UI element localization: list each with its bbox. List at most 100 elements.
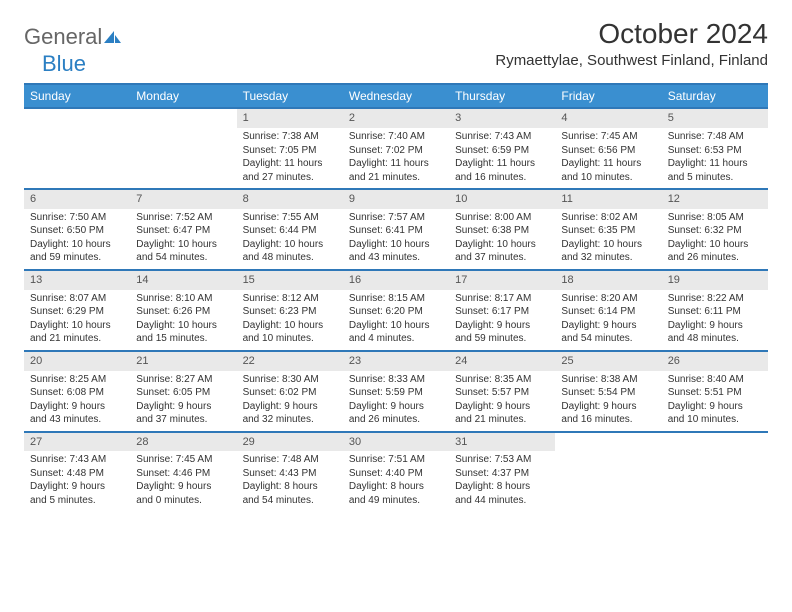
day-cell: 18Sunrise: 8:20 AMSunset: 6:14 PMDayligh… bbox=[555, 271, 661, 350]
day-number: 5 bbox=[662, 109, 768, 128]
day-number: 17 bbox=[449, 271, 555, 290]
day-cell: 28Sunrise: 7:45 AMSunset: 4:46 PMDayligh… bbox=[130, 433, 236, 512]
sunset-line: Sunset: 4:46 PM bbox=[136, 467, 230, 481]
daylight-line: Daylight: 11 hours and 16 minutes. bbox=[455, 157, 549, 184]
day-body: Sunrise: 8:12 AMSunset: 6:23 PMDaylight:… bbox=[237, 290, 343, 350]
day-body: Sunrise: 8:07 AMSunset: 6:29 PMDaylight:… bbox=[24, 290, 130, 350]
sunrise-line: Sunrise: 7:57 AM bbox=[349, 211, 443, 225]
daylight-line: Daylight: 9 hours and 54 minutes. bbox=[561, 319, 655, 346]
daylight-line: Daylight: 9 hours and 32 minutes. bbox=[243, 400, 337, 427]
sunrise-line: Sunrise: 8:00 AM bbox=[455, 211, 549, 225]
day-body: Sunrise: 7:45 AMSunset: 4:46 PMDaylight:… bbox=[130, 451, 236, 511]
day-number: 3 bbox=[449, 109, 555, 128]
day-number: 15 bbox=[237, 271, 343, 290]
sunrise-line: Sunrise: 8:10 AM bbox=[136, 292, 230, 306]
day-number: 27 bbox=[24, 433, 130, 452]
week-row: 27Sunrise: 7:43 AMSunset: 4:48 PMDayligh… bbox=[24, 431, 768, 512]
sunrise-line: Sunrise: 7:45 AM bbox=[561, 130, 655, 144]
day-cell: 0 bbox=[555, 433, 661, 512]
day-number: 30 bbox=[343, 433, 449, 452]
day-cell: 22Sunrise: 8:30 AMSunset: 6:02 PMDayligh… bbox=[237, 352, 343, 431]
day-body: Sunrise: 8:40 AMSunset: 5:51 PMDaylight:… bbox=[662, 371, 768, 431]
daylight-line: Daylight: 9 hours and 21 minutes. bbox=[455, 400, 549, 427]
title-block: October 2024 Rymaettylae, Southwest Finl… bbox=[495, 18, 768, 69]
sunset-line: Sunset: 5:59 PM bbox=[349, 386, 443, 400]
day-number: 20 bbox=[24, 352, 130, 371]
calendar-grid: SundayMondayTuesdayWednesdayThursdayFrid… bbox=[24, 83, 768, 511]
sunset-line: Sunset: 6:47 PM bbox=[136, 224, 230, 238]
day-body: Sunrise: 8:35 AMSunset: 5:57 PMDaylight:… bbox=[449, 371, 555, 431]
sunset-line: Sunset: 4:43 PM bbox=[243, 467, 337, 481]
day-cell: 14Sunrise: 8:10 AMSunset: 6:26 PMDayligh… bbox=[130, 271, 236, 350]
day-body: Sunrise: 7:43 AMSunset: 6:59 PMDaylight:… bbox=[449, 128, 555, 188]
day-cell: 26Sunrise: 8:40 AMSunset: 5:51 PMDayligh… bbox=[662, 352, 768, 431]
day-body: Sunrise: 8:30 AMSunset: 6:02 PMDaylight:… bbox=[237, 371, 343, 431]
sunrise-line: Sunrise: 8:15 AM bbox=[349, 292, 443, 306]
day-number: 14 bbox=[130, 271, 236, 290]
day-body: Sunrise: 8:10 AMSunset: 6:26 PMDaylight:… bbox=[130, 290, 236, 350]
weekday-header: Sunday bbox=[24, 85, 130, 107]
day-body: Sunrise: 7:43 AMSunset: 4:48 PMDaylight:… bbox=[24, 451, 130, 511]
sunrise-line: Sunrise: 7:50 AM bbox=[30, 211, 124, 225]
day-cell: 3Sunrise: 7:43 AMSunset: 6:59 PMDaylight… bbox=[449, 109, 555, 188]
day-cell: 21Sunrise: 8:27 AMSunset: 6:05 PMDayligh… bbox=[130, 352, 236, 431]
day-number: 31 bbox=[449, 433, 555, 452]
day-body: Sunrise: 7:50 AMSunset: 6:50 PMDaylight:… bbox=[24, 209, 130, 269]
week-row: 001Sunrise: 7:38 AMSunset: 7:05 PMDaylig… bbox=[24, 107, 768, 188]
sunset-line: Sunset: 6:56 PM bbox=[561, 144, 655, 158]
sunset-line: Sunset: 6:35 PM bbox=[561, 224, 655, 238]
daylight-line: Daylight: 10 hours and 4 minutes. bbox=[349, 319, 443, 346]
sunrise-line: Sunrise: 8:20 AM bbox=[561, 292, 655, 306]
daylight-line: Daylight: 9 hours and 59 minutes. bbox=[455, 319, 549, 346]
daylight-line: Daylight: 11 hours and 10 minutes. bbox=[561, 157, 655, 184]
daylight-line: Daylight: 9 hours and 0 minutes. bbox=[136, 480, 230, 507]
day-cell: 27Sunrise: 7:43 AMSunset: 4:48 PMDayligh… bbox=[24, 433, 130, 512]
sunset-line: Sunset: 5:51 PM bbox=[668, 386, 762, 400]
day-body: Sunrise: 8:20 AMSunset: 6:14 PMDaylight:… bbox=[555, 290, 661, 350]
day-body: Sunrise: 8:27 AMSunset: 6:05 PMDaylight:… bbox=[130, 371, 236, 431]
logo-word-general: General bbox=[24, 24, 102, 49]
sunset-line: Sunset: 6:44 PM bbox=[243, 224, 337, 238]
sunset-line: Sunset: 6:20 PM bbox=[349, 305, 443, 319]
day-body: Sunrise: 7:40 AMSunset: 7:02 PMDaylight:… bbox=[343, 128, 449, 188]
sunrise-line: Sunrise: 7:48 AM bbox=[668, 130, 762, 144]
weekday-header-row: SundayMondayTuesdayWednesdayThursdayFrid… bbox=[24, 85, 768, 107]
daylight-line: Daylight: 10 hours and 26 minutes. bbox=[668, 238, 762, 265]
day-body: Sunrise: 8:05 AMSunset: 6:32 PMDaylight:… bbox=[662, 209, 768, 269]
sunset-line: Sunset: 6:29 PM bbox=[30, 305, 124, 319]
day-body: Sunrise: 7:55 AMSunset: 6:44 PMDaylight:… bbox=[237, 209, 343, 269]
daylight-line: Daylight: 10 hours and 32 minutes. bbox=[561, 238, 655, 265]
day-body: Sunrise: 7:45 AMSunset: 6:56 PMDaylight:… bbox=[555, 128, 661, 188]
day-number: 13 bbox=[24, 271, 130, 290]
location-subtitle: Rymaettylae, Southwest Finland, Finland bbox=[495, 52, 768, 69]
sunset-line: Sunset: 4:48 PM bbox=[30, 467, 124, 481]
sunrise-line: Sunrise: 8:12 AM bbox=[243, 292, 337, 306]
day-number: 21 bbox=[130, 352, 236, 371]
sunrise-line: Sunrise: 7:38 AM bbox=[243, 130, 337, 144]
day-cell: 4Sunrise: 7:45 AMSunset: 6:56 PMDaylight… bbox=[555, 109, 661, 188]
daylight-line: Daylight: 10 hours and 54 minutes. bbox=[136, 238, 230, 265]
day-number: 8 bbox=[237, 190, 343, 209]
day-number: 7 bbox=[130, 190, 236, 209]
day-number: 19 bbox=[662, 271, 768, 290]
sunrise-line: Sunrise: 8:30 AM bbox=[243, 373, 337, 387]
day-body: Sunrise: 7:51 AMSunset: 4:40 PMDaylight:… bbox=[343, 451, 449, 511]
sunrise-line: Sunrise: 7:55 AM bbox=[243, 211, 337, 225]
sunset-line: Sunset: 6:38 PM bbox=[455, 224, 549, 238]
sunset-line: Sunset: 5:57 PM bbox=[455, 386, 549, 400]
daylight-line: Daylight: 10 hours and 37 minutes. bbox=[455, 238, 549, 265]
day-number: 22 bbox=[237, 352, 343, 371]
sunset-line: Sunset: 6:41 PM bbox=[349, 224, 443, 238]
day-number: 28 bbox=[130, 433, 236, 452]
daylight-line: Daylight: 10 hours and 15 minutes. bbox=[136, 319, 230, 346]
sunset-line: Sunset: 7:02 PM bbox=[349, 144, 443, 158]
daylight-line: Daylight: 8 hours and 49 minutes. bbox=[349, 480, 443, 507]
day-body: Sunrise: 7:38 AMSunset: 7:05 PMDaylight:… bbox=[237, 128, 343, 188]
weekday-header: Monday bbox=[130, 85, 236, 107]
week-row: 6Sunrise: 7:50 AMSunset: 6:50 PMDaylight… bbox=[24, 188, 768, 269]
daylight-line: Daylight: 8 hours and 44 minutes. bbox=[455, 480, 549, 507]
sunset-line: Sunset: 6:50 PM bbox=[30, 224, 124, 238]
day-body: Sunrise: 7:48 AMSunset: 6:53 PMDaylight:… bbox=[662, 128, 768, 188]
day-cell: 29Sunrise: 7:48 AMSunset: 4:43 PMDayligh… bbox=[237, 433, 343, 512]
day-number: 2 bbox=[343, 109, 449, 128]
